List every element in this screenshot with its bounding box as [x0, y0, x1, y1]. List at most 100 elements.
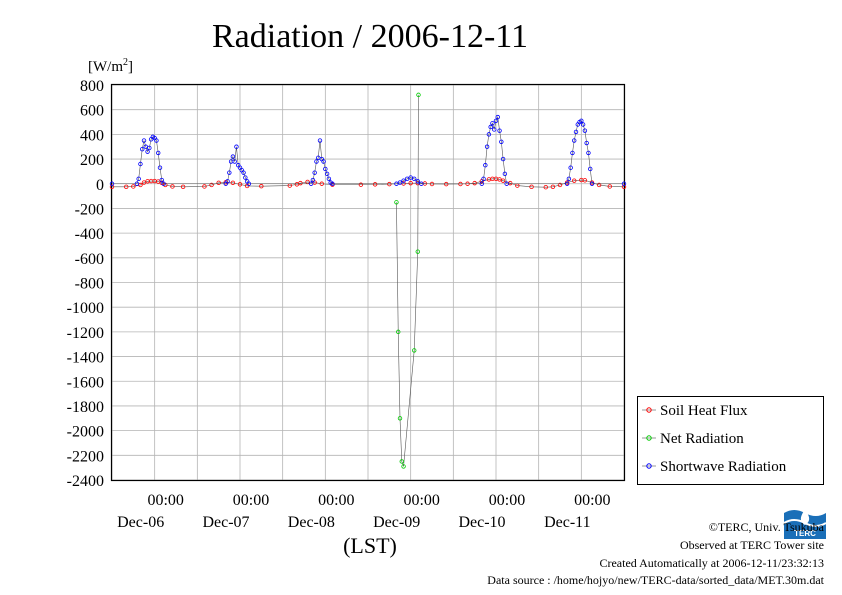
shortwave-radiation-point — [141, 138, 147, 143]
terc-logo: TERC — [783, 503, 827, 544]
shortwave-radiation-point — [621, 181, 627, 186]
y-tick-label: -200 — [75, 201, 104, 218]
soil-heat-flux-point — [216, 180, 221, 185]
shortwave-radiation-point — [564, 181, 570, 186]
y-tick-label: -800 — [75, 276, 104, 293]
shortwave-radiation-point — [486, 132, 492, 137]
shortwave-radiation-point — [246, 181, 252, 186]
logo-text: TERC — [794, 529, 816, 538]
x-tick-date: Dec-08 — [288, 514, 335, 531]
legend: Soil Heat Flux Net Radiation Shortwave Rad… — [637, 396, 824, 485]
shortwave-radiation-point — [397, 180, 403, 185]
shortwave-radiation-point — [159, 177, 164, 183]
y-tick-label: -1600 — [67, 374, 104, 391]
shortwave-radiation-point — [147, 145, 152, 151]
x-tick-date: Dec-10 — [458, 514, 505, 531]
shortwave-radiation-point — [570, 150, 575, 156]
y-tick-label: -2400 — [67, 473, 104, 490]
chart-title: Radiation / 2006-12-11 — [212, 18, 528, 55]
shortwave-radiation-point — [573, 129, 579, 135]
soil-heat-flux-point — [109, 184, 115, 190]
shortwave-radiation-point — [326, 176, 332, 182]
soil-heat-flux-point — [408, 180, 413, 186]
x-axis-ticks: 00:00 Dec-06 00:00 Dec-07 00:00 Dec-08 00:00 De… — [117, 492, 610, 531]
soil-heat-flux-point — [607, 184, 612, 189]
x-tick-time: 00:00 — [489, 492, 525, 509]
shortwave-radiation-point — [243, 175, 248, 180]
soil-heat-flux-point — [170, 184, 175, 189]
soil-heat-flux-point — [319, 181, 324, 186]
shortwave-radiation-point — [401, 178, 406, 183]
y-tick-label: 800 — [80, 78, 104, 95]
legend-marker-net-radiation — [646, 435, 652, 441]
soil-heat-flux-point — [358, 182, 364, 187]
shortwave-radiation-point — [490, 121, 495, 126]
shortwave-radiation-point — [109, 181, 115, 186]
shortwave-radiation-point — [582, 128, 588, 133]
shortwave-radiation-point — [234, 144, 239, 149]
x-tick-time: 00:00 — [147, 492, 183, 509]
legend-label-shortwave-radiation: Shortwave Radiation — [660, 459, 787, 475]
series-group — [109, 92, 627, 469]
shortwave-radiation-point — [504, 181, 509, 186]
soil-heat-flux-point — [131, 184, 136, 189]
shortwave-radiation-point — [308, 181, 314, 186]
footer-copyright: ©TERC, Univ. Tsukuba — [708, 520, 824, 534]
shortwave-radiation-point — [479, 181, 484, 186]
shortwave-radiation-point — [157, 165, 163, 170]
soil-heat-flux-point — [209, 182, 214, 188]
shortwave-radiation-point — [579, 118, 584, 123]
shortwave-radiation-point — [419, 181, 424, 186]
soil-heat-flux-point — [472, 180, 477, 186]
shortwave-radiation-point — [225, 179, 230, 184]
legend-marker-soil-heat-flux — [646, 407, 652, 413]
soil-heat-flux-point — [500, 178, 506, 183]
shortwave-radiation-point — [588, 166, 593, 172]
x-tick-time: 00:00 — [574, 492, 610, 509]
y-tick-label: -400 — [75, 226, 104, 243]
soil-heat-flux-point — [557, 182, 563, 188]
soil-heat-flux-point — [259, 184, 264, 189]
footer-observed: Observed at TERC Tower site — [679, 538, 824, 552]
soil-heat-flux-point — [387, 181, 392, 187]
y-axis-unit: [W/m2] — [88, 57, 133, 75]
y-tick-label: -2200 — [67, 448, 104, 465]
shortwave-radiation-point — [484, 144, 490, 149]
net-radiation-point — [396, 329, 401, 335]
x-tick-time: 00:00 — [318, 492, 354, 509]
legend-box — [637, 396, 824, 485]
soil-heat-flux-point — [237, 182, 243, 187]
x-tick-date: Dec-07 — [202, 514, 249, 531]
y-tick-label: -600 — [75, 251, 104, 268]
soil-heat-flux-point — [543, 185, 548, 190]
y-tick-label: 0 — [96, 177, 104, 194]
y-tick-label: 400 — [80, 127, 104, 144]
soil-heat-flux-point — [124, 184, 129, 190]
shortwave-radiation-point — [241, 170, 246, 175]
y-tick-label: -1800 — [67, 399, 104, 416]
shortwave-radiation-point — [492, 127, 497, 132]
shortwave-radiation-point — [495, 114, 500, 120]
net-radiation-point — [394, 200, 399, 205]
soil-heat-flux-point — [444, 181, 449, 187]
shortwave-radiation-point — [500, 156, 506, 162]
net-radiation-line — [396, 94, 419, 467]
legend-label-soil-heat-flux: Soil Heat Flux — [660, 403, 748, 419]
shortwave-radiation-point — [488, 124, 493, 130]
shortwave-radiation-point — [566, 176, 572, 182]
shortwave-radiation-point — [323, 166, 328, 172]
shortwave-radiation-point — [136, 176, 141, 182]
y-tick-label: 200 — [80, 152, 104, 169]
y-axis-ticks: 800 600 400 200 0 -200 -400 -600 -800 -1000 -1200 -… — [67, 78, 104, 490]
soil-heat-flux-point — [230, 180, 236, 185]
net-radiation-point — [416, 92, 421, 98]
legend-label-net-radiation: Net Radiation — [660, 431, 744, 447]
shortwave-radiation-point — [572, 138, 577, 143]
y-tick-label: -1000 — [67, 300, 104, 317]
shortwave-radiation-point — [230, 154, 236, 159]
shortwave-radiation-point — [140, 146, 145, 152]
shortwave-radiation-line — [112, 116, 624, 185]
shortwave-radiation-point — [161, 181, 166, 186]
shortwave-radiation-point — [227, 170, 232, 175]
